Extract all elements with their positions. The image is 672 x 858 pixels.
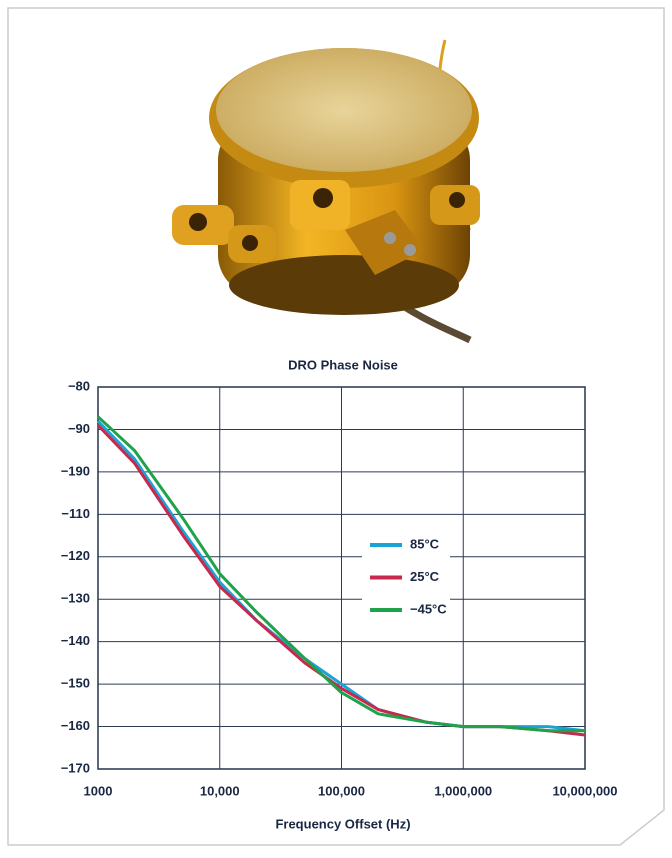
y-tick-label: −190 bbox=[61, 463, 90, 478]
y-tick-label: −150 bbox=[61, 676, 90, 691]
y-tick-label: −130 bbox=[61, 591, 90, 606]
x-tick-label: 1,000,000 bbox=[434, 783, 492, 798]
x-tick-label: 10,000,000 bbox=[552, 783, 617, 798]
x-tick-label: 1000 bbox=[84, 783, 113, 798]
legend-label: −45°C bbox=[410, 601, 447, 616]
y-tick-label: −160 bbox=[61, 718, 90, 733]
legend-label: 85°C bbox=[410, 536, 440, 551]
x-tick-label: 10,000 bbox=[200, 783, 240, 798]
y-tick-label: −80 bbox=[68, 378, 90, 393]
page: DRO Phase Noise Frequency Offset (Hz) −8… bbox=[0, 0, 672, 853]
y-tick-label: −110 bbox=[61, 506, 90, 521]
x-axis-label: Frequency Offset (Hz) bbox=[275, 816, 410, 831]
y-tick-label: −120 bbox=[61, 548, 90, 563]
x-tick-label: 100,000 bbox=[318, 783, 365, 798]
y-tick-label: −170 bbox=[61, 760, 90, 775]
legend-label: 25°C bbox=[410, 569, 440, 584]
y-tick-label: −90 bbox=[68, 421, 90, 436]
chart-title: DRO Phase Noise bbox=[288, 357, 398, 372]
y-tick-label: −140 bbox=[61, 633, 90, 648]
